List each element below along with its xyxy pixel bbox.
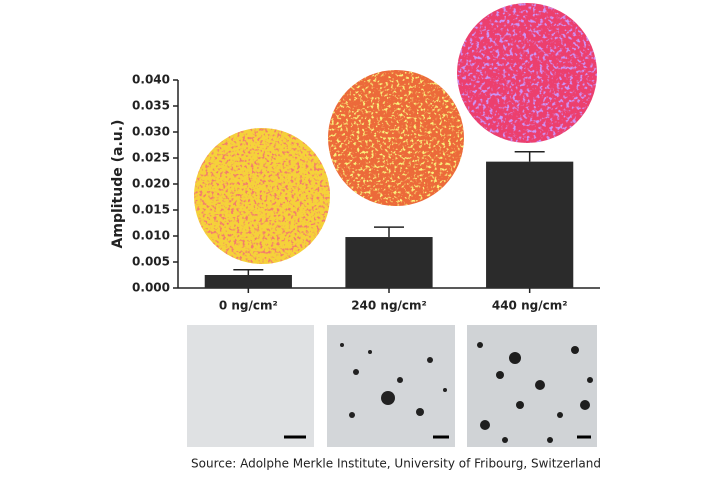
y-tick-label: 0.025 — [132, 151, 170, 165]
y-axis-label: Amplitude (a.u.) — [110, 120, 126, 249]
particles — [340, 343, 447, 418]
bar — [486, 161, 574, 288]
source: Source: Adolphe Merkle Institute, Univer… — [191, 457, 601, 471]
y-tick-label: 0.040 — [132, 73, 170, 87]
x-tick-label: 0 ng/cm² — [219, 299, 278, 313]
y-tick-label: 0.035 — [132, 99, 170, 113]
micrograph — [187, 325, 314, 447]
micrograph — [327, 325, 455, 447]
bar — [204, 275, 292, 288]
y-tick-label: 0.020 — [132, 177, 170, 191]
micrographs — [187, 325, 597, 447]
heatmap-texture — [328, 70, 464, 206]
x-tick-label: 440 ng/cm² — [492, 299, 568, 313]
heatmap-texture — [457, 3, 597, 143]
heatmap-texture — [194, 128, 330, 264]
x-tick-label: 240 ng/cm² — [351, 299, 427, 313]
y-tick-label: 0.030 — [132, 125, 170, 139]
bar — [345, 237, 433, 288]
y-tick-label: 0.000 — [132, 281, 170, 295]
heatmap-images — [194, 3, 597, 264]
particles — [477, 342, 593, 443]
y-tick-label: 0.010 — [132, 229, 170, 243]
y-tick-label: 0.015 — [132, 203, 170, 217]
y-tick-label: 0.005 — [132, 255, 170, 269]
